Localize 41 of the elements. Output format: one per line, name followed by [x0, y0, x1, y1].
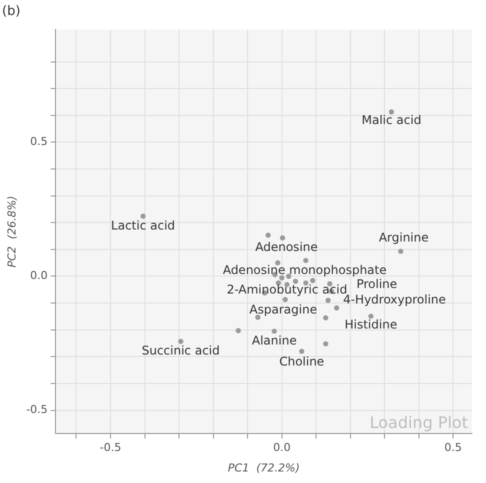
- point: [325, 298, 331, 303]
- point: [140, 214, 146, 219]
- point: [279, 275, 284, 280]
- point: [303, 258, 308, 264]
- point: [388, 109, 394, 114]
- annotation: Lactic acid: [111, 218, 176, 232]
- point: [292, 278, 298, 284]
- annotation: Choline: [279, 354, 324, 368]
- point: [398, 248, 404, 254]
- y-tick-label: 0.5: [30, 135, 48, 148]
- point: [178, 338, 184, 344]
- x-tick-label: 0.5: [444, 441, 462, 454]
- y-tick-label: 0.0: [30, 269, 48, 282]
- annotation: Alanine: [252, 333, 297, 348]
- point: [272, 328, 277, 334]
- point: [368, 314, 374, 319]
- annotation: Asparagine: [249, 302, 318, 317]
- annotation: Adenosine monophosphate: [222, 262, 387, 277]
- x-tick-label: 0.0: [273, 441, 291, 454]
- chart-title: (b): [2, 4, 20, 20]
- annotation: 2-Aminobutyric acid: [226, 282, 348, 297]
- point: [299, 348, 304, 354]
- annotation: Proline: [356, 276, 398, 291]
- point: [280, 235, 286, 240]
- point: [310, 278, 316, 284]
- annotation: Histidine: [344, 317, 398, 332]
- annotation: Arginine: [378, 230, 429, 244]
- point: [323, 315, 328, 320]
- point: [282, 296, 288, 302]
- annotation: Loading Plot: [370, 412, 468, 432]
- annotation: Succinic acid: [142, 344, 220, 358]
- annotation: Adenosine: [255, 240, 318, 254]
- annotation: Malic acid: [362, 113, 422, 128]
- point: [323, 341, 328, 346]
- x-tick-label: -0.5: [100, 441, 122, 454]
- point: [236, 328, 241, 334]
- point: [266, 232, 271, 238]
- x-axis-title: PC1 (72.2%): [228, 461, 300, 474]
- point: [334, 305, 340, 310]
- y-tick-label: -0.5: [26, 403, 48, 416]
- y-axis-title: PC2 (26.8%): [5, 196, 18, 268]
